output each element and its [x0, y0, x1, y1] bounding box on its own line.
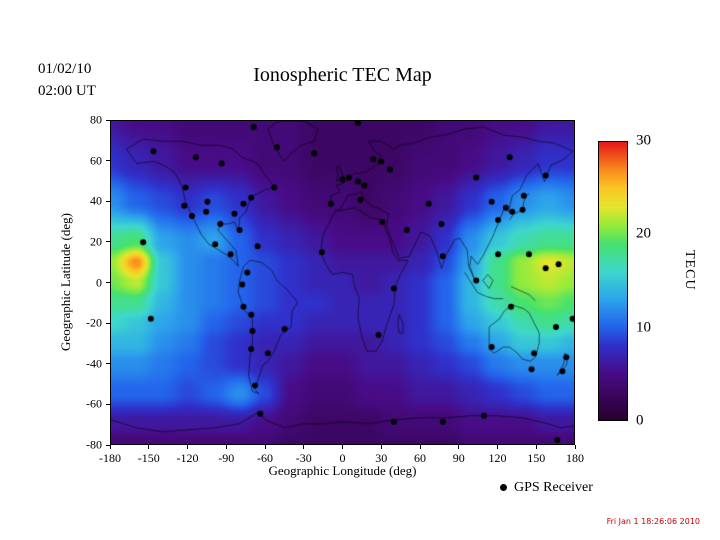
time-text: 02:00 UT	[38, 83, 96, 99]
x-tick-mark	[342, 445, 343, 449]
y-tick-mark	[106, 119, 110, 121]
y-tick-label: 20	[90, 234, 102, 249]
y-tick-label: -80	[86, 437, 102, 452]
y-tick-mark	[106, 241, 110, 243]
x-tick-label: 150	[527, 451, 546, 465]
colorbar-tick-label: 0	[636, 412, 644, 429]
colorbar-tick-label: 20	[636, 225, 651, 242]
map-plot-area	[110, 120, 575, 445]
colorbar-tick-label: 30	[636, 132, 651, 149]
y-tick-mark	[106, 322, 110, 324]
x-tick-label: -180	[99, 451, 121, 465]
render-timestamp: Fri Jan 1 18:26:06 2010	[606, 517, 700, 526]
x-tick-mark	[574, 445, 576, 449]
x-tick-label: -90	[218, 451, 235, 465]
x-tick-label: -30	[295, 451, 312, 465]
x-tick-label: 90	[452, 451, 465, 465]
x-tick-mark	[497, 445, 498, 449]
tec-heatmap-canvas	[111, 121, 574, 444]
datetime-stamp: 01/02/10 02:00 UT	[38, 58, 96, 102]
x-tick-mark	[380, 445, 382, 449]
x-tick-label: 0	[339, 451, 346, 465]
y-tick-label: -60	[86, 396, 102, 411]
colorbar-unit-label: TECU	[682, 250, 697, 291]
x-tick-mark	[187, 445, 188, 449]
x-tick-mark	[303, 445, 305, 449]
y-tick-mark	[106, 444, 110, 446]
x-tick-label: -150	[137, 451, 160, 465]
x-axis-title: Geographic Longitude (deg)	[268, 463, 417, 478]
gps-legend: GPS Receiver	[500, 480, 593, 496]
x-tick-label: 120	[488, 451, 507, 465]
x-tick-label: -120	[176, 451, 199, 465]
gps-receiver-dot-icon	[500, 484, 507, 492]
y-tick-label: -40	[86, 356, 102, 371]
y-tick-mark	[106, 160, 110, 162]
y-tick-mark	[106, 363, 110, 365]
gps-legend-label: GPS Receiver	[514, 480, 593, 495]
date-text: 01/02/10	[38, 61, 92, 77]
colorbar	[598, 141, 628, 421]
x-tick-mark	[264, 445, 266, 449]
y-tick-label: -20	[86, 315, 102, 330]
x-tick-mark	[148, 445, 150, 449]
y-tick-label: 40	[90, 193, 102, 208]
x-tick-mark	[535, 445, 537, 449]
y-tick-label: 80	[90, 112, 102, 127]
x-tick-mark	[109, 445, 111, 449]
x-tick-label: 180	[566, 451, 584, 465]
x-tick-label: 30	[375, 451, 388, 465]
x-tick-label: -60	[257, 451, 273, 465]
y-tick-mark	[106, 403, 110, 405]
y-tick-label: 0	[96, 275, 102, 289]
colorbar-tick-label: 10	[636, 319, 651, 336]
colorbar-gradient-canvas	[599, 142, 627, 420]
x-tick-mark	[225, 445, 227, 449]
x-tick-label: 60	[414, 451, 426, 465]
x-tick-mark	[458, 445, 460, 449]
y-tick-mark	[106, 200, 110, 202]
x-tick-mark	[419, 445, 421, 449]
page-title: Ionospheric TEC Map	[253, 64, 432, 86]
y-tick-mark	[106, 282, 110, 283]
y-tick-label: 60	[90, 153, 102, 168]
